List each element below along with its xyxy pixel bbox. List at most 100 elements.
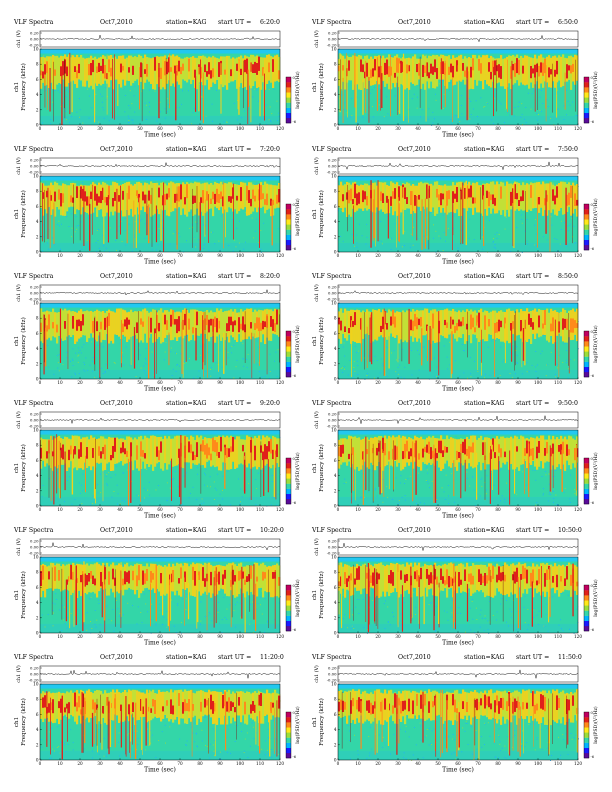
colorbar-step xyxy=(584,239,589,246)
noise-speck xyxy=(78,352,80,354)
sferic-streak xyxy=(549,181,551,252)
noise-speck xyxy=(506,214,508,215)
noise-speck xyxy=(482,248,483,250)
noise-speck xyxy=(111,620,113,622)
noise-speck xyxy=(341,89,343,91)
emission-column xyxy=(414,54,417,86)
emission-column xyxy=(114,312,117,335)
noise-speck xyxy=(96,251,98,253)
noise-speck xyxy=(455,115,457,117)
x-tick-label: 40 xyxy=(415,507,421,512)
noise-speck xyxy=(494,233,496,235)
noise-speck xyxy=(366,373,368,374)
noise-speck xyxy=(499,102,501,104)
noise-speck xyxy=(470,114,472,115)
strong-emission-column xyxy=(394,445,397,460)
emission-column xyxy=(432,435,435,464)
strong-emission-column xyxy=(98,446,101,456)
noise-speck xyxy=(217,563,219,565)
noise-speck xyxy=(357,365,359,366)
emission-column xyxy=(144,435,147,469)
sferic-streak xyxy=(376,57,378,111)
emission-column xyxy=(48,56,51,88)
noise-speck xyxy=(159,101,161,103)
noise-speck xyxy=(550,216,552,218)
strong-emission-column xyxy=(452,191,455,203)
sferic-streak xyxy=(524,459,526,494)
sferic-streak xyxy=(421,199,423,250)
strong-emission-column xyxy=(270,316,273,327)
waveform-tick-label: 0.00 xyxy=(30,36,39,41)
strong-emission-column xyxy=(416,64,419,73)
noise-speck xyxy=(108,619,110,621)
strong-emission-column xyxy=(120,63,123,73)
emission-column xyxy=(132,185,135,217)
noise-speck xyxy=(480,97,482,99)
emission-column xyxy=(476,439,479,465)
emission-column xyxy=(226,564,229,597)
sferic-streak xyxy=(120,320,122,364)
noise-speck xyxy=(566,359,567,361)
panel-date: Oct7,2010 xyxy=(100,273,133,280)
emission-column xyxy=(108,309,111,344)
noise-speck xyxy=(101,95,103,97)
x-tick-label: 40 xyxy=(117,253,123,258)
strong-emission-column xyxy=(152,573,155,580)
x-tick-label: 90 xyxy=(217,507,223,512)
panel-start-ut: 8:20:0 xyxy=(260,273,280,280)
strong-emission-column xyxy=(72,197,75,203)
spectrogram-low-band xyxy=(40,496,280,506)
emission-column xyxy=(198,437,201,464)
panel-start-prefix: start UT = xyxy=(516,400,550,407)
noise-speck xyxy=(144,223,146,225)
sferic-streak xyxy=(250,61,252,123)
noise-speck xyxy=(388,468,390,469)
noise-speck xyxy=(159,603,161,605)
emission-column xyxy=(564,182,567,214)
strong-emission-column xyxy=(350,188,353,201)
noise-speck xyxy=(173,625,175,627)
noise-speck xyxy=(170,347,172,349)
panel-station: station=KAG xyxy=(464,400,505,407)
noise-speck xyxy=(473,489,475,491)
noise-speck xyxy=(118,615,120,617)
noise-speck xyxy=(82,490,84,492)
noise-speck xyxy=(516,227,518,228)
noise-speck xyxy=(417,96,418,98)
colorbar-step xyxy=(286,112,291,119)
strong-emission-column xyxy=(494,197,497,206)
emission-column xyxy=(100,56,103,86)
emission-column xyxy=(106,438,109,464)
noise-speck xyxy=(428,311,430,313)
emission-column xyxy=(236,436,239,468)
panel-date: Oct7,2010 xyxy=(398,400,431,407)
sferic-streak xyxy=(388,332,390,369)
noise-speck xyxy=(435,230,437,232)
noise-speck xyxy=(534,224,536,226)
noise-speck xyxy=(441,487,443,489)
noise-speck xyxy=(534,219,536,221)
emission-column xyxy=(340,181,343,209)
noise-speck xyxy=(271,481,273,482)
noise-speck xyxy=(382,363,384,365)
strong-emission-column xyxy=(276,194,279,204)
noise-speck xyxy=(549,87,551,89)
strong-emission-column xyxy=(136,322,139,333)
noise-speck xyxy=(499,469,501,471)
strong-emission-column xyxy=(252,189,255,199)
emission-column xyxy=(424,182,427,210)
emission-column xyxy=(378,181,381,211)
noise-speck xyxy=(477,493,479,495)
x-axis-label: Time (sec) xyxy=(144,132,176,139)
x-tick-label: 100 xyxy=(534,126,542,131)
emission-column xyxy=(138,436,141,471)
sferic-streak xyxy=(565,187,567,245)
sferic-streak xyxy=(421,328,423,366)
noise-speck xyxy=(559,355,561,356)
sferic-streak xyxy=(218,318,219,372)
noise-speck xyxy=(275,351,277,353)
noise-speck xyxy=(350,499,352,501)
sferic-streak xyxy=(575,445,577,496)
noise-speck xyxy=(397,503,399,504)
noise-speck xyxy=(569,372,571,374)
